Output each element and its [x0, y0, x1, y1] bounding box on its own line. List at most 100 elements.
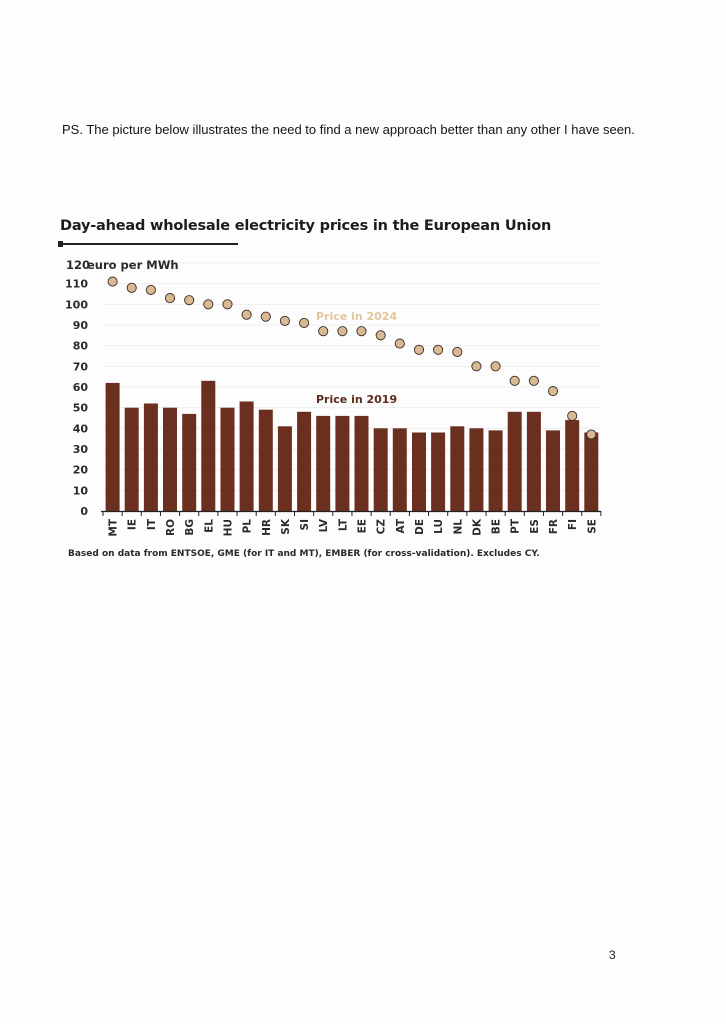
dot-2024-de: [413, 344, 425, 355]
x-category-label: DE: [414, 519, 426, 535]
y-tick-label: 110: [65, 278, 88, 291]
y-tick-label: 50: [73, 402, 89, 415]
x-category-label: BG: [184, 519, 196, 536]
source-note: Based on data from ENTSOE, GME (for IT a…: [68, 549, 540, 559]
dot-2024-el: [203, 299, 214, 310]
dot-2024-hu: [222, 299, 233, 310]
dot-2024-it: [145, 284, 156, 295]
x-category-label: FR: [548, 519, 560, 534]
annotation-price-2019: Price in 2019: [316, 393, 397, 406]
bar-2019-bg: [182, 413, 197, 511]
y-tick-label: 10: [73, 484, 89, 497]
x-category-label: AT: [395, 518, 407, 533]
bar-2019-fi: [565, 420, 580, 511]
bar-2019-lu: [431, 432, 446, 511]
x-category-label: LV: [318, 518, 330, 532]
dot-2024-ee: [356, 326, 367, 337]
x-category-label: EL: [203, 519, 215, 533]
dot-2024-se: [586, 429, 597, 440]
dot-2024-sk: [279, 315, 290, 326]
x-category-label: CZ: [376, 519, 388, 535]
x-axis: MT IE IT RO BG EL HU PL HR SK SI LV LT EE CZ AT DE LU NL DK…: [101, 510, 602, 537]
x-category-label: ES: [529, 519, 541, 534]
x-category-label: NL: [452, 519, 464, 535]
dot-2024-mt: [107, 276, 118, 287]
x-category-label: FI: [567, 519, 579, 530]
annotation-price-2024: Price in 2024: [316, 310, 397, 323]
dots-2024: [107, 276, 597, 440]
x-category-label: EE: [357, 519, 369, 533]
x-category-label: LU: [433, 519, 445, 534]
dot-2024-es: [528, 375, 539, 386]
dot-2024-hr: [260, 311, 271, 322]
title-underline-marker: [58, 241, 63, 247]
dot-2024-ie: [126, 282, 137, 293]
y-tick-label: 80: [73, 340, 89, 353]
bar-2019-pl: [239, 401, 254, 511]
bars-2019: [105, 380, 599, 511]
x-category-label: HU: [223, 519, 235, 536]
bar-2019-it: [143, 403, 158, 511]
dot-2024-pt: [509, 375, 520, 386]
y-tick-label: 40: [73, 422, 89, 435]
bar-2019-de: [412, 432, 426, 511]
bar-2019-nl: [450, 426, 465, 511]
y-tick-label: 60: [73, 381, 89, 394]
x-category-label: HR: [261, 519, 273, 536]
y-tick-label: 90: [73, 319, 89, 332]
ps-paragraph: PS. The picture below illustrates the ne…: [62, 122, 635, 137]
dot-2024-lv: [318, 326, 329, 337]
y-tick-label: 120: [66, 258, 90, 272]
bar-2019-el: [201, 380, 216, 511]
x-category-label: BE: [491, 519, 503, 534]
dot-2024-bg: [184, 295, 195, 306]
bar-2019-es: [526, 411, 541, 511]
x-category-label: MT: [108, 518, 120, 536]
bar-2019-si: [297, 411, 312, 511]
y-unit-label: euro per MWh: [87, 258, 179, 272]
y-tick-label: 20: [73, 464, 89, 477]
bar-2019-ee: [354, 415, 369, 511]
x-category-label: PL: [242, 519, 254, 534]
dot-2024-be: [490, 361, 501, 372]
y-tick-label: 0: [80, 505, 88, 518]
bar-2019-dk: [469, 428, 484, 511]
x-category-label: PT: [510, 518, 522, 534]
y-tick-label: 30: [73, 443, 89, 456]
dot-2024-at: [394, 338, 405, 349]
chart-gridlines: [103, 262, 601, 491]
bar-2019-hr: [258, 409, 273, 511]
x-category-label: SE: [586, 519, 598, 534]
dot-2024-fi: [567, 410, 578, 421]
bar-2019-se: [584, 432, 599, 511]
x-category-label: SI: [299, 519, 311, 530]
dot-2024-dk: [471, 361, 482, 372]
dot-2024-fr: [547, 386, 559, 397]
bar-2019-fr: [546, 430, 560, 511]
y-tick-label: 100: [65, 298, 88, 311]
dot-2024-pl: [241, 309, 252, 320]
x-category-label: SK: [280, 518, 292, 535]
bar-2019-pt: [507, 411, 522, 511]
bar-2019-lt: [335, 415, 350, 511]
bar-2019-hu: [220, 407, 235, 511]
x-category-label: RO: [165, 519, 177, 536]
x-category-label: LT: [337, 518, 349, 531]
bar-2019-cz: [373, 428, 388, 511]
dot-2024-cz: [375, 330, 386, 341]
dot-2024-si: [299, 317, 310, 328]
dot-2024-ro: [164, 293, 176, 304]
bar-2019-sk: [277, 426, 292, 511]
bar-2019-at: [392, 428, 407, 511]
x-category-label: DK: [471, 518, 483, 536]
y-tick-label: 70: [73, 360, 89, 373]
bar-2019-ro: [163, 407, 177, 511]
bar-2019-ie: [124, 407, 139, 511]
bar-2019-lv: [316, 415, 331, 511]
bar-2019-be: [488, 430, 503, 511]
bar-2019-mt: [105, 382, 120, 511]
chart-title: Day-ahead wholesale electricity prices i…: [60, 218, 552, 234]
dot-2024-nl: [452, 346, 463, 357]
dot-2024-lt: [337, 326, 348, 337]
